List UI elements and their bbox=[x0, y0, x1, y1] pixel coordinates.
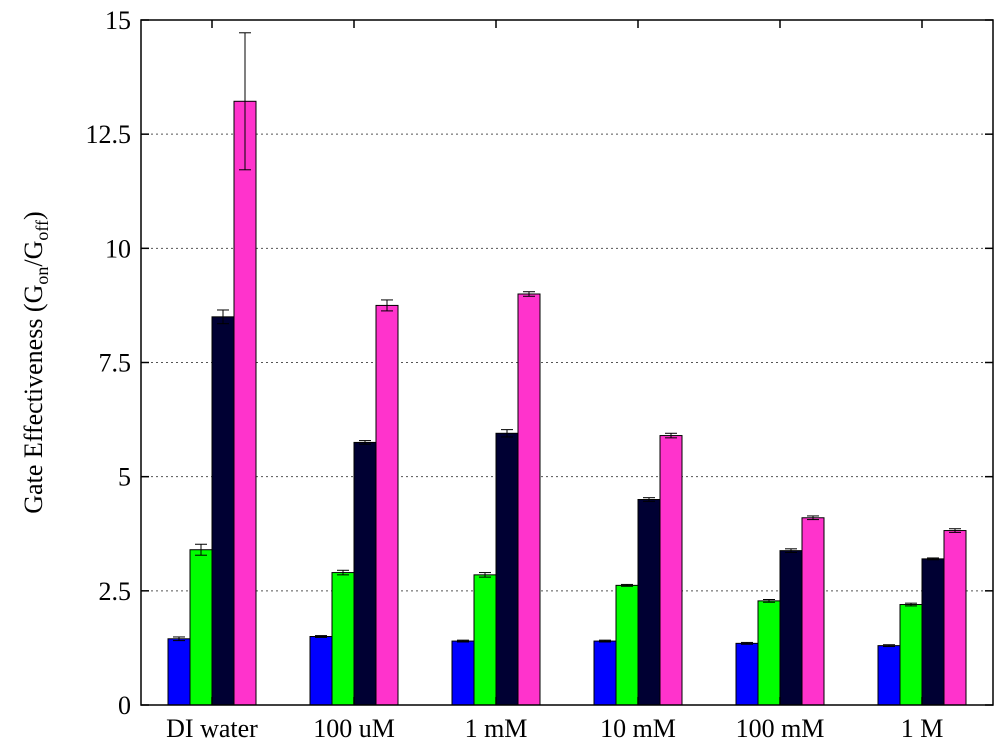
y-axis-label-suffix: ) bbox=[19, 211, 48, 220]
bar bbox=[375, 304, 399, 706]
y-tick-label: 0 bbox=[118, 691, 131, 720]
y-axis-label-sub-on: on bbox=[32, 267, 52, 285]
bar bbox=[899, 604, 923, 706]
y-tick-label: 12.5 bbox=[86, 120, 132, 149]
bar bbox=[757, 600, 781, 706]
error-bar-layer bbox=[173, 32, 961, 648]
y-axis-label-sub-off: off bbox=[32, 220, 52, 241]
bar bbox=[779, 550, 803, 706]
bar bbox=[801, 517, 825, 706]
bar bbox=[637, 499, 661, 706]
bar bbox=[877, 645, 901, 706]
bar-layer bbox=[167, 100, 967, 706]
x-tick-label: 1 M bbox=[901, 714, 944, 743]
bar bbox=[353, 441, 377, 706]
bar bbox=[211, 316, 235, 706]
bar bbox=[451, 640, 475, 706]
bar bbox=[517, 293, 541, 706]
y-axis-label: Gate Effectiveness (Gon/Goff) bbox=[19, 211, 52, 513]
y-tick-label: 15 bbox=[105, 6, 131, 35]
y-tick-label: 5 bbox=[118, 463, 131, 492]
label-layer: 0 2.5 5 7.5 10 12.5 15 DI water 100 uM 1 mM 10 mM 1… bbox=[86, 6, 944, 743]
bar bbox=[309, 636, 333, 706]
y-tick-label: 10 bbox=[105, 234, 131, 263]
bar bbox=[943, 530, 967, 706]
y-axis-label-prefix: Gate Effectiveness (G bbox=[19, 285, 48, 514]
x-tick-label: 100 uM bbox=[313, 714, 395, 743]
x-tick-label: 100 mM bbox=[736, 714, 825, 743]
y-tick-label: 7.5 bbox=[99, 349, 132, 378]
bar bbox=[495, 432, 519, 706]
bar bbox=[593, 640, 617, 706]
x-tick-label: 10 mM bbox=[600, 714, 676, 743]
y-axis-label-mid: /G bbox=[19, 241, 48, 267]
bar bbox=[735, 642, 759, 706]
x-tick-label: DI water bbox=[166, 714, 258, 743]
y-tick-label: 2.5 bbox=[99, 577, 132, 606]
bar bbox=[921, 558, 945, 706]
x-tick-label: 1 mM bbox=[465, 714, 528, 743]
tick-layer bbox=[141, 19, 993, 706]
grid-layer bbox=[141, 133, 993, 592]
bar bbox=[189, 549, 213, 706]
bar bbox=[167, 638, 191, 706]
bar bbox=[331, 572, 355, 706]
bar bbox=[233, 100, 257, 706]
bar bbox=[473, 574, 497, 706]
bar bbox=[659, 435, 683, 706]
bar bbox=[615, 584, 639, 706]
